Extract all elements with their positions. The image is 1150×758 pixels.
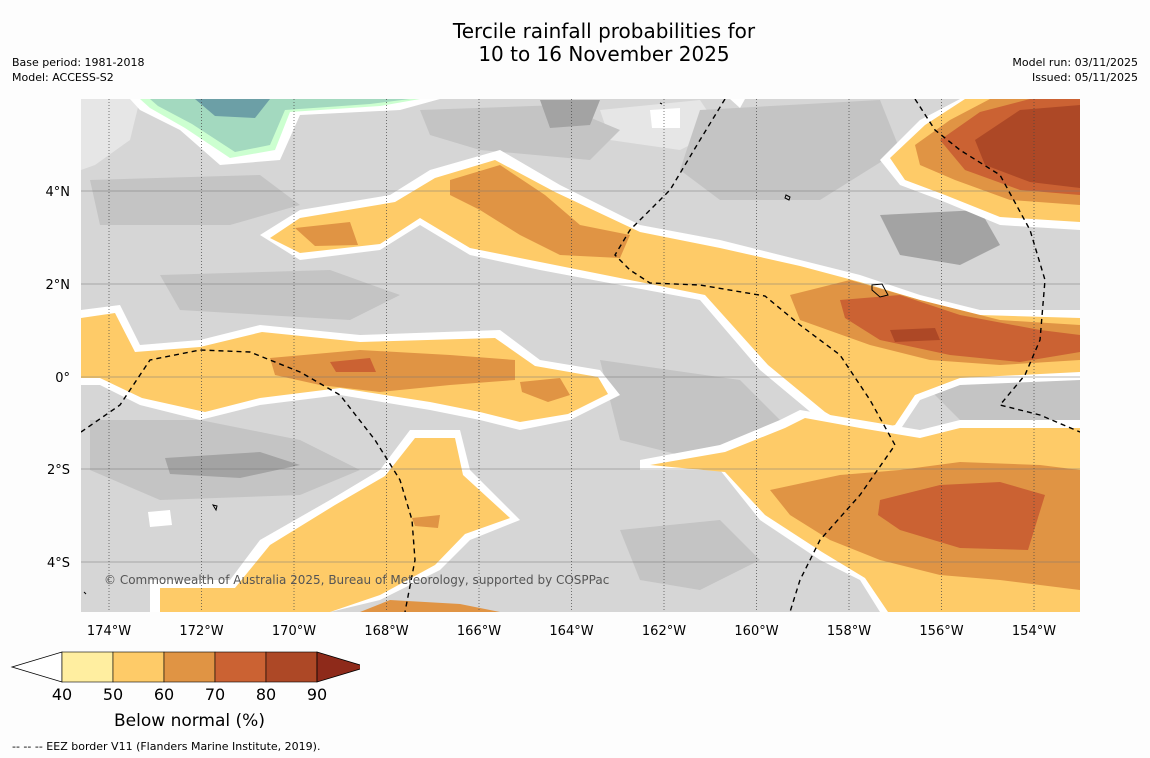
colorbar-tick-label: 40 bbox=[52, 685, 72, 704]
below-normal-60-region bbox=[412, 515, 440, 528]
longitude-label: 172°W bbox=[179, 624, 223, 639]
below-normal-80-region bbox=[975, 105, 1080, 188]
island-outline bbox=[83, 591, 87, 595]
longitude-label: 156°W bbox=[919, 624, 963, 639]
colorbar-segment bbox=[163, 651, 216, 683]
eez-footnote: -- -- -- EEZ border V11 (Flanders Marine… bbox=[12, 740, 321, 753]
colorbar-under-triangle bbox=[10, 651, 63, 683]
longitude-labels: 174°W 172°W 170°W 168°W 166°W 164°W 162°W 160°W… bbox=[87, 624, 1056, 639]
colorbars: 40 50 60 70 80 90 Below normal (%)40 50 60 70 80 90… bbox=[10, 651, 360, 731]
below-normal-60-region bbox=[295, 222, 358, 246]
white-patch bbox=[730, 99, 745, 108]
longitude-label: 154°W bbox=[1012, 624, 1056, 639]
probability-field bbox=[81, 99, 1080, 612]
longitude-label: 164°W bbox=[549, 624, 593, 639]
below-normal-70-region bbox=[840, 295, 1080, 362]
eez-border-line bbox=[914, 99, 1080, 433]
eez-borders bbox=[81, 99, 1080, 612]
near-normal-80-patch bbox=[880, 210, 1000, 265]
below-normal-70-region bbox=[878, 482, 1045, 550]
below-normal-60-region bbox=[270, 350, 515, 392]
near-normal-40-patch bbox=[81, 99, 140, 170]
colorbar-tick-label: 90 bbox=[307, 685, 327, 704]
issued-date: Issued: 05/11/2025 bbox=[1031, 71, 1138, 84]
model-run: Model run: 03/11/2025 bbox=[1012, 56, 1138, 69]
white-patch bbox=[650, 108, 680, 128]
latitude-labels: 4°N 2°N 0° 2°S 4°S bbox=[46, 185, 71, 571]
eez-border-line bbox=[81, 349, 416, 612]
graticule bbox=[81, 99, 1080, 612]
latitude-label: 0° bbox=[55, 371, 70, 386]
map-canvas: © Commonwealth of Australia 2025, Bureau… bbox=[46, 99, 1080, 639]
longitude-label: 158°W bbox=[827, 624, 871, 639]
below-normal-70-region bbox=[330, 358, 376, 372]
colorbar-over-triangle bbox=[316, 651, 360, 683]
island-outline bbox=[211, 504, 218, 512]
longitude-label: 162°W bbox=[642, 624, 686, 639]
latitude-label: 2°N bbox=[46, 278, 71, 293]
near-normal-60-patch bbox=[160, 270, 400, 320]
latitude-label: 4°S bbox=[47, 556, 70, 571]
colorbar-tick-label: 50 bbox=[103, 685, 123, 704]
near-normal-80-patch bbox=[540, 100, 600, 128]
near-normal-60-patch bbox=[90, 175, 300, 225]
eez-border-line bbox=[614, 99, 896, 612]
island-outline bbox=[871, 283, 889, 298]
near-normal-60-patch bbox=[600, 360, 780, 460]
longitude-label: 160°W bbox=[734, 624, 778, 639]
longitude-label: 166°W bbox=[457, 624, 501, 639]
near-normal-60-patch bbox=[680, 100, 900, 200]
latitude-label: 2°S bbox=[47, 463, 70, 478]
latitude-label: 4°N bbox=[46, 185, 71, 200]
longitude-label: 170°W bbox=[272, 624, 316, 639]
title-line-2: 10 to 16 November 2025 bbox=[478, 42, 730, 66]
colorbar-tick-label: 80 bbox=[256, 685, 276, 704]
longitude-label: 174°W bbox=[87, 624, 131, 639]
longitude-label: 168°W bbox=[364, 624, 408, 639]
below-normal-60-region bbox=[360, 600, 500, 612]
base-period: Base period: 1981-2018 bbox=[12, 56, 145, 69]
meta-left: Base period: 1981-2018 Model: ACCESS-S2 bbox=[12, 55, 144, 85]
colorbar-segment bbox=[61, 651, 114, 683]
colorbar-segment bbox=[214, 651, 267, 683]
model-name: Model: ACCESS-S2 bbox=[12, 71, 114, 84]
colorbar-tick-label: 70 bbox=[205, 685, 225, 704]
colorbar-title: Below normal (%) bbox=[114, 711, 265, 731]
meta-right: Model run: 03/11/2025 Issued: 05/11/2025 bbox=[1012, 55, 1138, 85]
island-outline bbox=[784, 194, 791, 201]
below-normal-50-region bbox=[270, 160, 1080, 432]
copyright-text: © Commonwealth of Australia 2025, Bureau… bbox=[104, 573, 609, 587]
map-title: Tercile rainfall probabilities for 10 to… bbox=[380, 20, 828, 66]
near-normal-60-patch bbox=[620, 520, 760, 590]
below-normal-80-region bbox=[890, 328, 940, 342]
below-normal-60-region bbox=[450, 165, 630, 258]
islands bbox=[83, 102, 889, 595]
colorbar-tick-label: 60 bbox=[154, 685, 174, 704]
colorbar-segment bbox=[265, 651, 318, 683]
title-line-1: Tercile rainfall probabilities for bbox=[452, 19, 756, 43]
below-normal-60-region bbox=[520, 378, 570, 402]
colorbar-segment bbox=[112, 651, 165, 683]
white-patch bbox=[148, 510, 172, 527]
colorbar-0: 40 50 60 70 80 90 Below normal (%) bbox=[10, 651, 360, 731]
above-normal-60-region bbox=[195, 99, 270, 118]
below-normal-50-region bbox=[160, 438, 510, 612]
near-normal-80-patch bbox=[165, 452, 300, 478]
island-outline bbox=[659, 102, 663, 105]
